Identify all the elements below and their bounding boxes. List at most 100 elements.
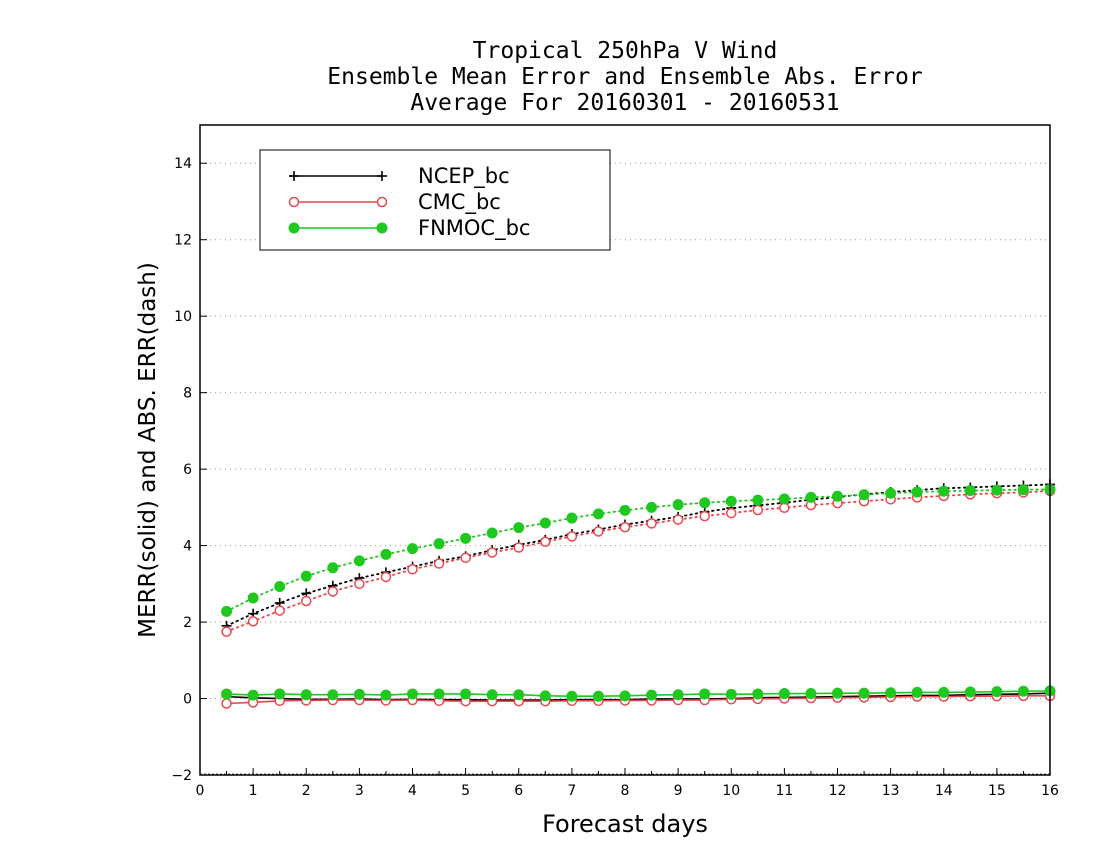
series-fnmoc-bc-merr-point-1	[247, 689, 259, 701]
series-fnmoc-bc-abs-err-point-18	[699, 497, 711, 509]
series-fnmoc-bc-abs-err-point-7	[407, 543, 418, 555]
legend-marker-end-fnmoc-bc	[376, 222, 388, 234]
series-fnmoc-bc-merr-point-28	[964, 686, 976, 698]
series-layer	[221, 479, 1056, 709]
chart-title-line-3: Average For 20160301 - 20160531	[410, 90, 840, 116]
series-fnmoc-bc-abs-err-point-9	[460, 532, 472, 544]
legend-box	[259, 149, 611, 251]
series-fnmoc-bc-abs-err-point-29	[991, 484, 1003, 496]
series-fnmoc-bc-merr-point-26	[911, 686, 923, 698]
series-fnmoc-bc-merr-point-0	[221, 688, 233, 700]
series-fnmoc-bc-abs-err-point-12	[539, 517, 551, 529]
y-tick-label-2: 2	[183, 615, 192, 631]
series-fnmoc-bc-merr-point-7	[407, 688, 418, 700]
series-cmc-bc-abs-err-point-5	[354, 578, 365, 590]
series-fnmoc-bc-merr-point-30	[1017, 685, 1029, 697]
series-ncep-bc-abs-err-line	[225, 483, 1051, 627]
series-fnmoc-bc-abs-err-point-30	[1017, 484, 1029, 496]
series-cmc-bc-abs-err-line	[225, 490, 1051, 633]
series-ncep-bc	[221, 479, 1055, 706]
x-tick-label-13: 13	[882, 783, 900, 799]
x-tick-label-1: 1	[249, 783, 258, 799]
series-cmc-bc-abs-err-point-18	[699, 510, 710, 522]
x-tick-label-6: 6	[514, 783, 523, 799]
x-tick-label-0: 0	[196, 783, 205, 799]
series-cmc-bc-abs-err-point-6	[380, 571, 392, 583]
x-tick-label-4: 4	[408, 783, 417, 799]
series-cmc-bc-abs-err-point-13	[566, 531, 578, 542]
series-fnmoc-bc-merr-point-24	[858, 687, 870, 699]
legend-label-ncep-bc: NCEP_bc	[418, 164, 510, 189]
x-tick-label-16: 16	[1041, 783, 1059, 799]
series-fnmoc-bc-abs-err-point-13	[566, 512, 578, 524]
series-fnmoc-bc-abs-err-point-23	[832, 490, 843, 502]
series-cmc-bc-abs-err-point-0	[221, 626, 232, 637]
series-fnmoc-bc-abs-err-point-17	[672, 499, 684, 511]
series-cmc-bc-abs-err-point-21	[779, 502, 790, 513]
series-fnmoc-bc-merr-point-10	[486, 689, 498, 701]
series-fnmoc-bc-merr-point-27	[938, 686, 950, 698]
y-axis: −2 0 2 4 6 8 10 12 14	[171, 156, 207, 784]
series-fnmoc-bc-abs-err-point-25	[885, 487, 897, 499]
series-fnmoc-bc-abs-err-point-4	[327, 562, 339, 574]
y-tick-label-3: 4	[183, 539, 192, 555]
series-fnmoc-bc-abs-err-point-26	[911, 486, 923, 498]
series-fnmoc-bc-abs-err-point-10	[486, 527, 498, 539]
series-fnmoc-bc-abs-err-point-22	[805, 491, 817, 503]
legend-marker-end-ncep-bc	[377, 171, 387, 181]
series-cmc-bc	[221, 485, 1056, 709]
series-fnmoc-bc-abs-err-point-21	[778, 493, 790, 505]
series-cmc-bc-abs-err-point-12	[540, 536, 551, 548]
series-fnmoc-bc-abs-err-point-8	[433, 538, 445, 550]
x-tick-label-3: 3	[355, 783, 364, 799]
series-fnmoc-bc-merr-point-11	[513, 689, 525, 701]
series-cmc-bc-abs-err-point-3	[301, 595, 312, 607]
series-fnmoc-bc-abs-err-point-11	[513, 522, 525, 534]
series-fnmoc-bc-abs-err-point-1	[247, 592, 259, 604]
series-fnmoc-bc-merr-point-6	[380, 689, 392, 701]
x-axis: 0 1 2 3 4 5 6 7 8 9 10 11 12 13 14 15 16	[196, 768, 1059, 799]
y-tick-label-7: 12	[174, 233, 192, 249]
legend-label-fnmoc-bc: FNMOC_bc	[418, 216, 530, 241]
legend-marker-end-cmc-bc	[376, 196, 388, 208]
series-fnmoc-bc-abs-err-point-27	[938, 485, 950, 497]
series-cmc-bc-abs-err-point-8	[433, 558, 445, 569]
x-tick-label-9: 9	[674, 783, 683, 799]
x-tick-label-14: 14	[935, 783, 953, 799]
series-fnmoc-bc-merr-point-5	[353, 688, 365, 700]
series-fnmoc-bc-abs-err-point-2	[274, 581, 286, 592]
series-cmc-bc-merr-line	[226, 695, 1050, 705]
series-fnmoc-bc-merr-point-4	[327, 689, 339, 701]
series-fnmoc-bc-merr-point-12	[539, 690, 551, 702]
series-fnmoc-bc-abs-err-point-16	[646, 501, 658, 513]
series-fnmoc-bc-merr-point-25	[885, 687, 897, 699]
series-fnmoc-bc-abs-err-point-5	[353, 555, 365, 567]
series-cmc-bc-abs-err-point-2	[274, 605, 285, 616]
chart-title-line-1: Tropical 250hPa V Wind	[472, 38, 778, 64]
series-fnmoc-bc-merr-point-29	[991, 686, 1003, 698]
y-tick-label-8: 14	[174, 156, 192, 172]
x-axis-label: Forecast days	[542, 810, 708, 838]
y-axis-label: MERR(solid) and ABS. ERR(dash)	[135, 262, 161, 638]
series-fnmoc-bc-abs-err-point-3	[300, 570, 312, 582]
chart-title-line-2: Ensemble Mean Error and Ensemble Abs. Er…	[327, 64, 923, 90]
y-tick-label-0: −2	[171, 768, 192, 784]
series-fnmoc-bc-merr-point-22	[805, 688, 817, 700]
series-fnmoc-bc-merr-point-15	[619, 690, 631, 702]
series-fnmoc-bc-abs-err-point-15	[619, 504, 631, 516]
x-tick-label-10: 10	[722, 783, 740, 799]
series-cmc-bc-abs-err-point-15	[619, 521, 631, 533]
series-fnmoc-bc-abs-err-point-6	[380, 548, 392, 560]
series-cmc-bc-abs-err-point-14	[593, 526, 604, 537]
legend-label-cmc-bc: CMC_bc	[418, 190, 501, 215]
series-cmc-bc-abs-err-point-17	[672, 514, 684, 525]
series-fnmoc-bc-abs-err-point-28	[964, 485, 976, 497]
series-fnmoc-bc-merr-point-17	[672, 689, 684, 701]
x-tick-label-12: 12	[829, 783, 847, 799]
series-fnmoc-bc-merr-point-16	[646, 689, 658, 701]
series-fnmoc-bc-abs-err-point-20	[752, 494, 764, 506]
y-tick-label-1: 0	[183, 692, 192, 708]
x-tick-label-5: 5	[461, 783, 470, 799]
